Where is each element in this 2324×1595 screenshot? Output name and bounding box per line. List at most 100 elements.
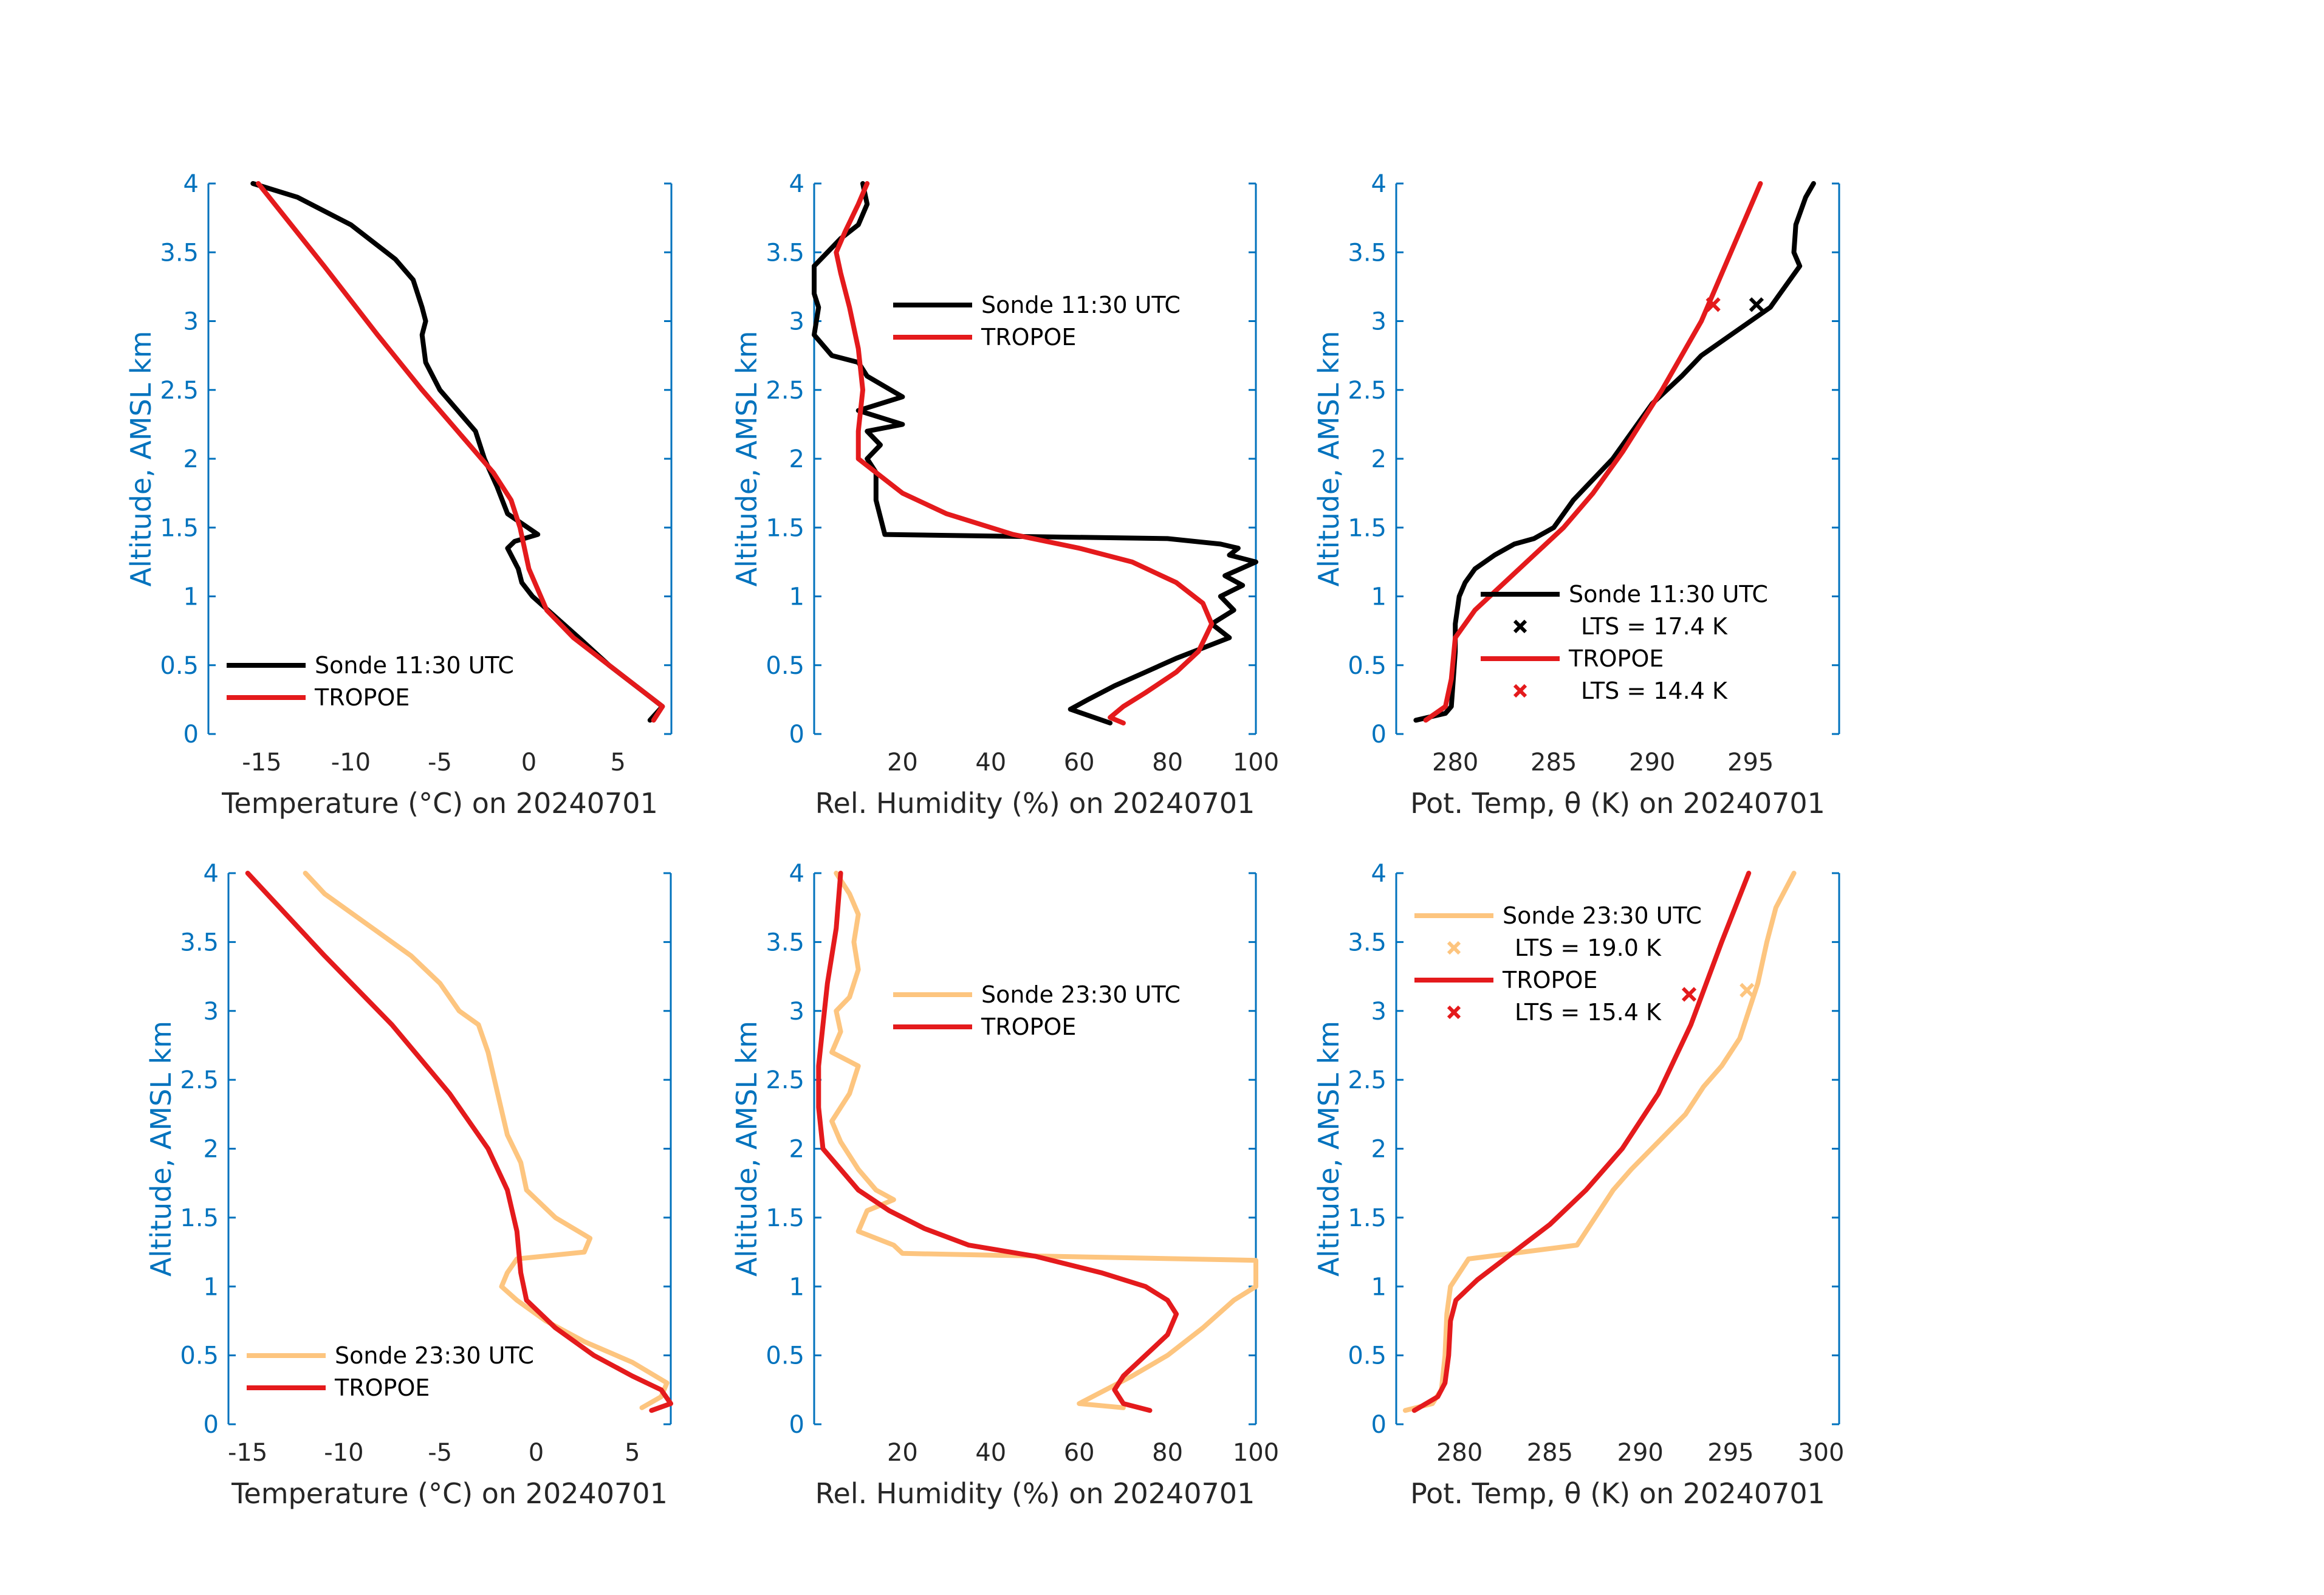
y-tick-label: 3 <box>1371 308 1387 336</box>
y-tick-label: 3.5 <box>1348 239 1387 267</box>
panel-theta-1130: 0 0.5 1 1.5 2 2.5 3 3.5 4 280 285 290 295 Pot. Temp, … <box>1312 170 1840 820</box>
y-tick-label: 3.5 <box>160 239 199 267</box>
legend-label: LTS = 17.4 K <box>1581 613 1728 640</box>
y-tick-label: 3.5 <box>1348 928 1387 956</box>
y-tick-label: 2.5 <box>1348 1066 1387 1094</box>
series-line <box>250 181 665 723</box>
y-tick-label: 4 <box>183 170 199 198</box>
legend: Sonde 23:30 UTC TROPOE <box>247 1342 534 1401</box>
x-tick-label: 80 <box>1152 749 1183 777</box>
y-tick-label: 1.5 <box>1348 1204 1387 1232</box>
y-tick-label: 0 <box>1371 1411 1387 1439</box>
legend: Sonde 11:30 UTC LTS = 17.4 K TROPOE LTS = 1… <box>1481 581 1768 704</box>
y-tick-label: 0.5 <box>766 652 804 680</box>
y-tick-label: 1.5 <box>766 514 804 542</box>
x-tick-label: 280 <box>1432 749 1478 777</box>
y-axis-label: Altitude, AMSL km <box>730 1021 763 1277</box>
panel-temp-1130: 0 0.5 1 1.5 2 2.5 3 3.5 4 -15 -10 -5 0 5 Temperature (… <box>125 170 673 820</box>
x-axis-label: Rel. Humidity (%) on 20240701 <box>815 787 1255 820</box>
panel-rh-1130: 0 0.5 1 1.5 2 2.5 3 3.5 4 20 40 60 80 100 Rel. Humidit… <box>730 170 1279 820</box>
x-tick-label: 290 <box>1617 1439 1664 1467</box>
x-tick-label: 0 <box>529 1439 544 1467</box>
legend-marker <box>1447 941 1461 955</box>
x-tick-label: 285 <box>1527 1439 1573 1467</box>
x-axis-label: Temperature (°C) on 20240701 <box>231 1477 668 1510</box>
x-tick-label: 60 <box>1064 749 1095 777</box>
y-axis-label: Altitude, AMSL km <box>145 1021 177 1277</box>
x-tick-label: 40 <box>975 749 1006 777</box>
legend-label: Sonde 11:30 UTC <box>981 292 1181 318</box>
x-tick-label: 5 <box>625 1439 640 1467</box>
legend-label: TROPOE <box>1502 967 1597 993</box>
y-tick-label: 3 <box>789 308 804 336</box>
y-tick-label: 3.5 <box>180 928 219 956</box>
legend-label: TROPOE <box>1568 645 1664 672</box>
y-tick-label: 1 <box>204 1273 219 1301</box>
x-tick-label: 20 <box>887 1439 918 1467</box>
legend-label: Sonde 11:30 UTC <box>315 652 514 679</box>
y-tick-label: 0.5 <box>1348 652 1387 680</box>
lts-marker <box>1681 987 1697 1002</box>
x-tick-label: 300 <box>1798 1439 1844 1467</box>
y-tick-label: 0 <box>1371 721 1387 749</box>
y-tick-label: 4 <box>789 860 804 888</box>
panel-temp-2330: 0 0.5 1 1.5 2 2.5 3 3.5 4 -15 -10 -5 0 5 Temperature (… <box>145 860 673 1510</box>
y-tick-label: 1.5 <box>160 514 199 542</box>
legend-label: LTS = 14.4 K <box>1581 677 1728 704</box>
y-tick-label: 2 <box>1371 445 1387 473</box>
x-tick-label: 290 <box>1629 749 1675 777</box>
x-tick-label: -5 <box>428 1439 452 1467</box>
legend-label: TROPOE <box>981 1014 1076 1040</box>
y-tick-label: 2.5 <box>766 1066 804 1094</box>
y-tick-label: 1 <box>1371 1273 1387 1301</box>
legend-label: TROPOE <box>314 684 410 711</box>
lts-marker <box>1749 297 1764 312</box>
y-tick-label: 2.5 <box>160 377 199 405</box>
y-axis-label: Altitude, AMSL km <box>125 331 157 586</box>
legend: Sonde 23:30 UTC TROPOE <box>893 981 1181 1040</box>
y-tick-label: 0 <box>789 721 804 749</box>
panel-rh-2330: 0 0.5 1 1.5 2 2.5 3 3.5 4 20 40 60 80 100 Rel. Humidit… <box>730 860 1279 1510</box>
x-tick-label: 40 <box>975 1439 1006 1467</box>
legend: Sonde 23:30 UTC LTS = 19.0 K TROPOE LTS = 1… <box>1414 902 1702 1026</box>
y-tick-label: 2 <box>204 1136 219 1164</box>
y-tick-label: 4 <box>204 860 219 888</box>
y-tick-label: 1 <box>789 1273 804 1301</box>
y-tick-label: 2 <box>1371 1136 1387 1164</box>
series-line <box>816 871 1179 1413</box>
y-tick-label: 0.5 <box>160 652 199 680</box>
y-tick-label: 0 <box>183 721 199 749</box>
series-line <box>245 871 673 1413</box>
panel-theta-2330: 0 0.5 1 1.5 2 2.5 3 3.5 4 280 285 290 295 300 Pot. Tem… <box>1312 860 1844 1510</box>
legend-label: Sonde 23:30 UTC <box>981 981 1181 1008</box>
legend-label: LTS = 19.0 K <box>1515 935 1662 961</box>
legend-label: LTS = 15.4 K <box>1515 999 1662 1026</box>
y-tick-label: 2 <box>789 1136 804 1164</box>
x-tick-label: -15 <box>242 749 281 777</box>
y-tick-label: 3 <box>1371 998 1387 1026</box>
y-tick-label: 2 <box>183 445 199 473</box>
y-tick-label: 1.5 <box>766 1204 804 1232</box>
y-tick-label: 3 <box>183 308 199 336</box>
x-tick-label: 100 <box>1233 749 1279 777</box>
y-tick-label: 4 <box>1371 170 1387 198</box>
lts-marker <box>1740 983 1755 998</box>
x-axis-label: Rel. Humidity (%) on 20240701 <box>815 1477 1255 1510</box>
y-tick-label: 3 <box>204 998 219 1026</box>
x-axis-label: Pot. Temp, θ (K) on 20240701 <box>1410 1477 1825 1510</box>
legend-label: Sonde 23:30 UTC <box>1503 902 1702 929</box>
x-tick-label: 80 <box>1152 1439 1183 1467</box>
y-tick-label: 2.5 <box>766 377 804 405</box>
series-line <box>256 181 665 723</box>
x-tick-label: 20 <box>887 749 918 777</box>
series-line <box>834 181 1215 725</box>
y-tick-label: 2.5 <box>1348 377 1387 405</box>
x-axis-label: Pot. Temp, θ (K) on 20240701 <box>1410 787 1825 820</box>
legend-marker <box>1513 684 1527 698</box>
legend: Sonde 11:30 UTC TROPOE <box>227 652 514 711</box>
y-tick-label: 1 <box>789 583 804 611</box>
y-axis-label: Altitude, AMSL km <box>1312 331 1345 586</box>
y-tick-label: 0 <box>204 1411 219 1439</box>
y-tick-label: 1.5 <box>180 1204 219 1232</box>
